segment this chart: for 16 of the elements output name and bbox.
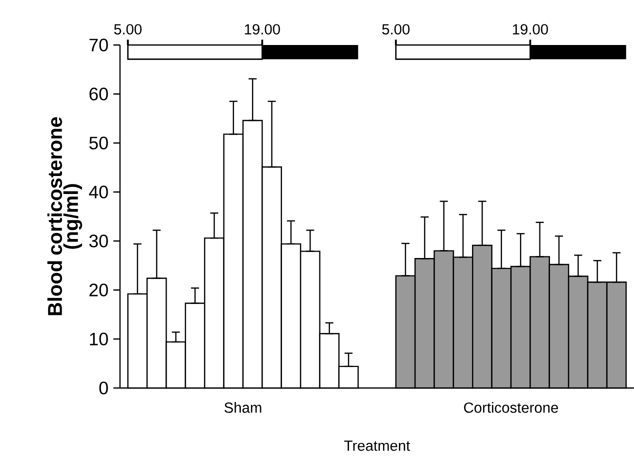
y-tick-label: 60 bbox=[90, 88, 108, 100]
text: 19.00 bbox=[512, 24, 548, 34]
y-tick-label: 20 bbox=[90, 284, 108, 296]
text: 5.00 bbox=[114, 24, 142, 34]
y-tick-label: 10 bbox=[90, 332, 108, 346]
y-tick-label: 30 bbox=[89, 234, 108, 248]
x-axis-title: Treatment bbox=[344, 440, 410, 451]
y-axis-title: Blood corticosterone (ng/ml) bbox=[47, 117, 82, 316]
x-tick-label: Corticosterone bbox=[464, 402, 558, 413]
y-tick-label: 40 bbox=[89, 186, 108, 198]
y-tick-label: 0 bbox=[99, 382, 108, 394]
y-tick-label: 50 bbox=[89, 136, 108, 150]
text: 19.00 bbox=[244, 24, 280, 34]
y-tick-label: 70 bbox=[90, 38, 108, 52]
x-tick-label: Sham bbox=[224, 402, 262, 413]
text: 5.00 bbox=[382, 24, 410, 34]
